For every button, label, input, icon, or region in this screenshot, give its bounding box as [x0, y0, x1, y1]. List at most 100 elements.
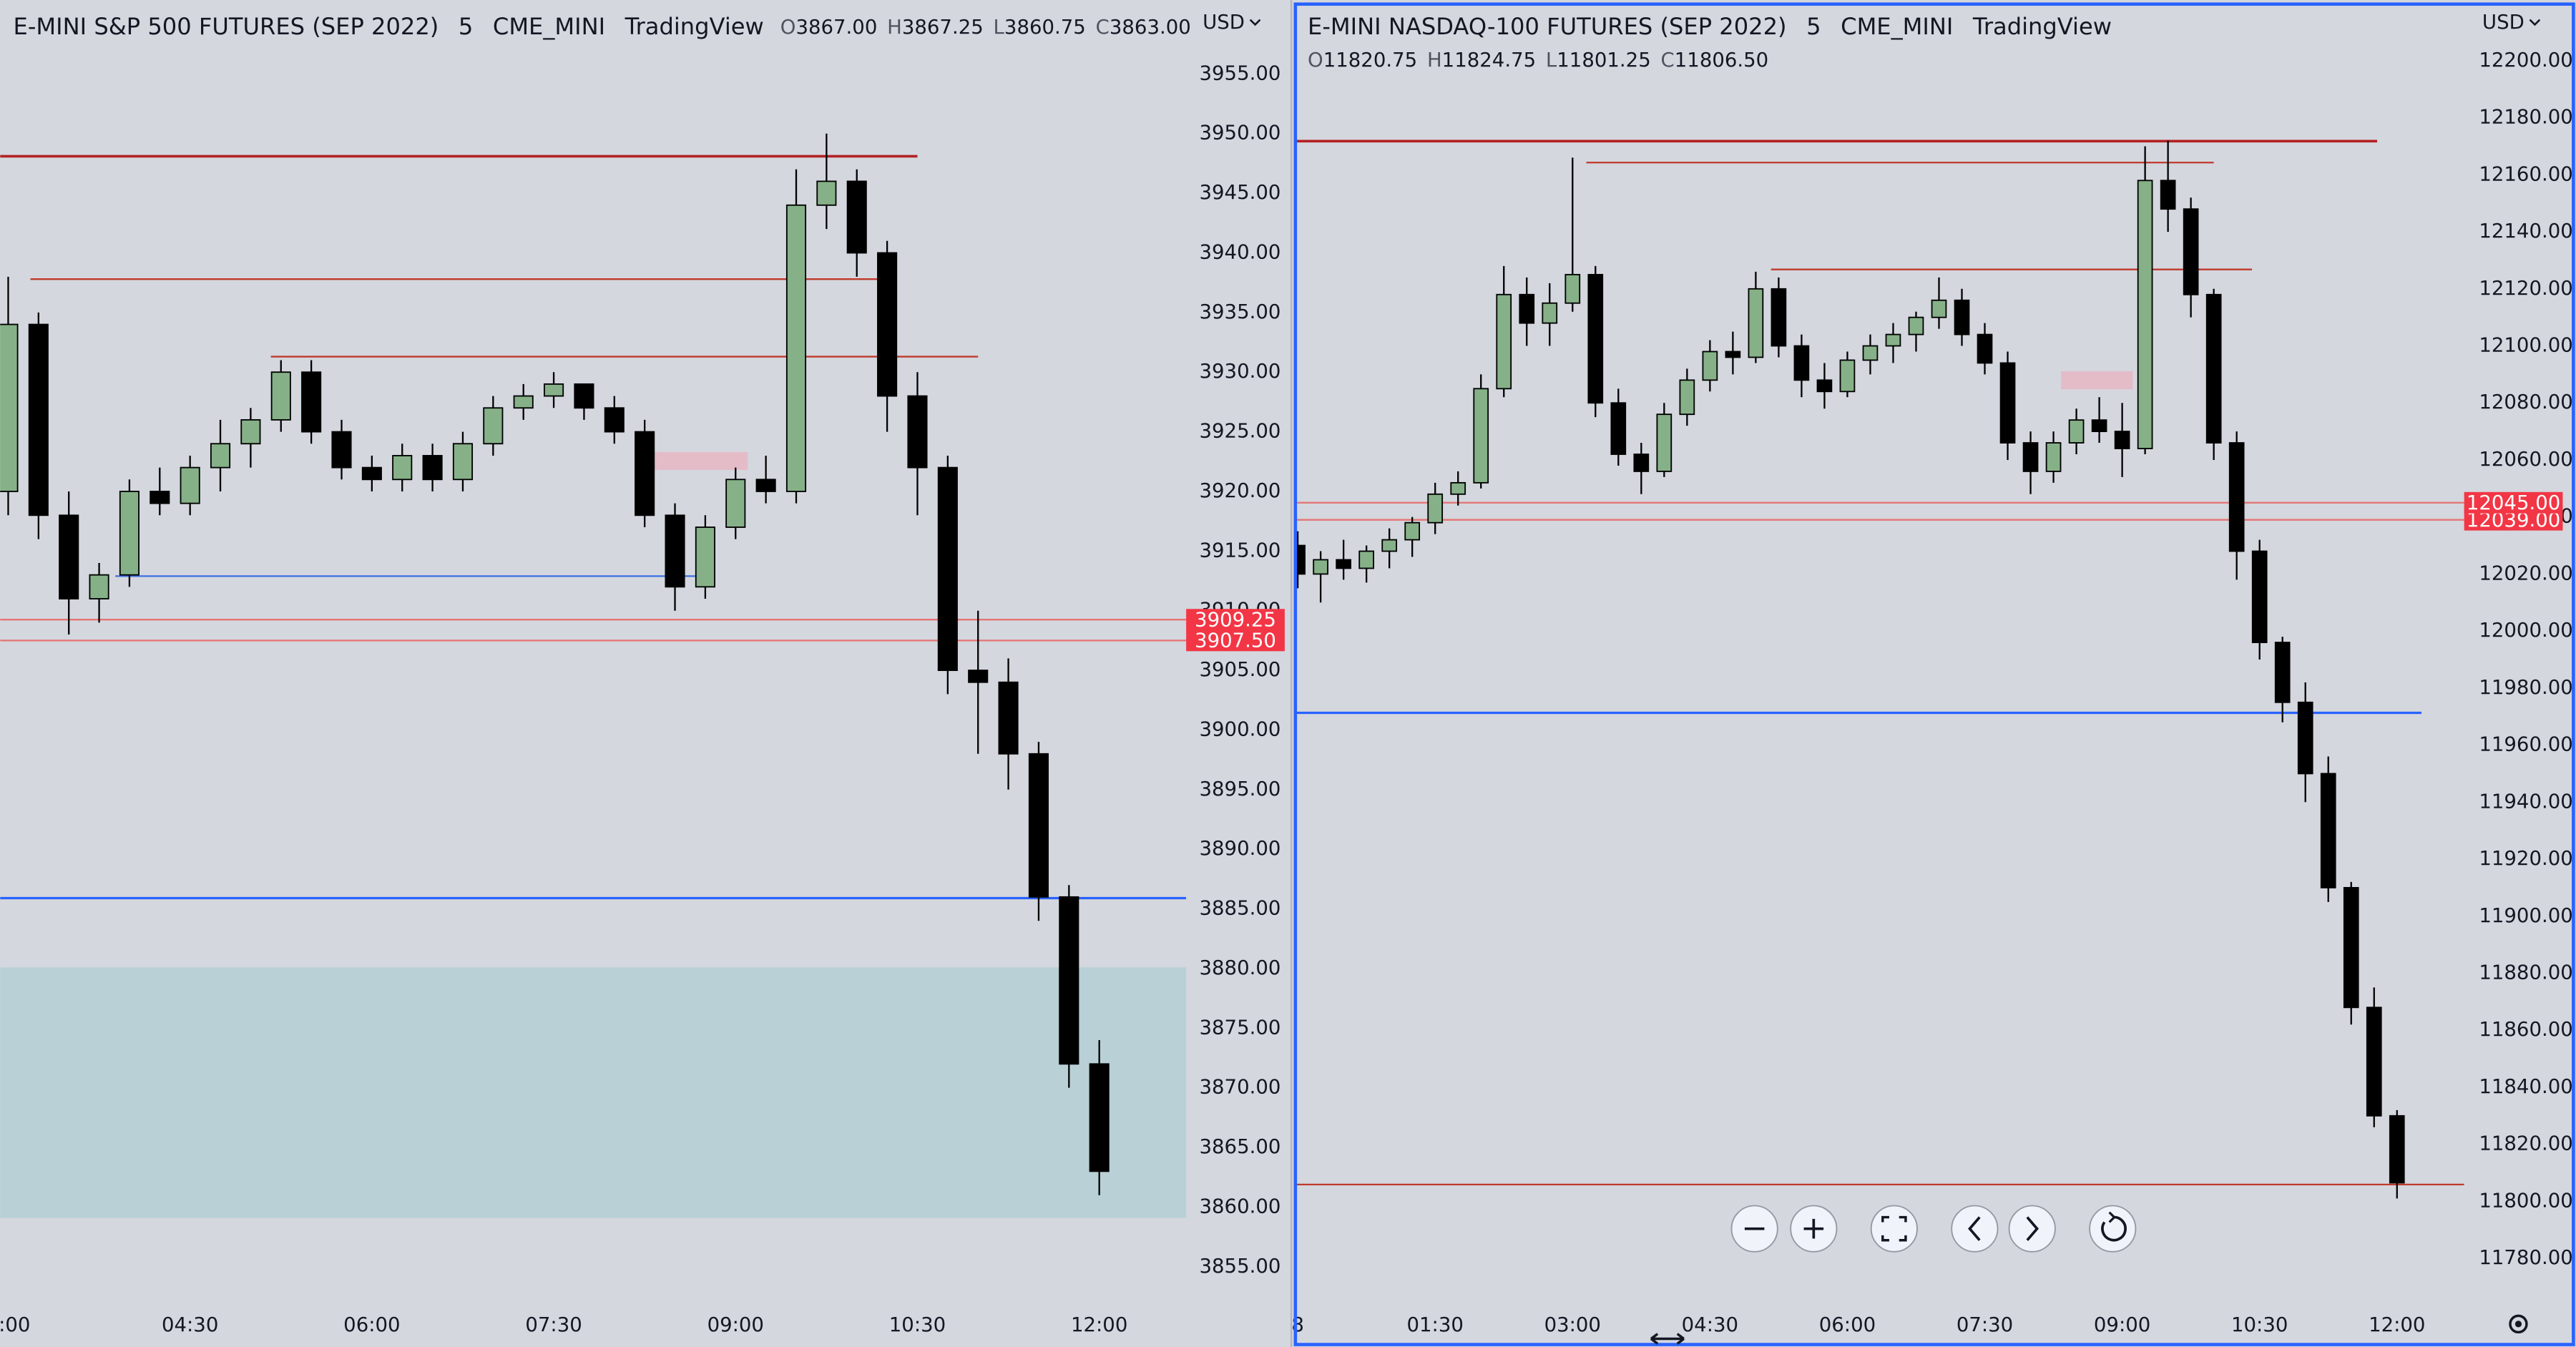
candle-body: [2205, 293, 2222, 444]
candle-body: [1358, 550, 1374, 569]
candle-body: [1496, 293, 1512, 390]
currency-label[interactable]: USD: [2482, 11, 2524, 34]
y-tick-label: 11960.00: [2479, 733, 2572, 756]
resize-handle[interactable]: [1650, 1333, 1685, 1345]
candle-body: [635, 431, 655, 516]
candle-body: [2160, 180, 2176, 210]
candle-body: [574, 383, 594, 409]
candle-body: [331, 431, 352, 469]
x-tick-label: 06:00: [343, 1313, 400, 1336]
candle-body: [1748, 288, 1764, 358]
candle-body: [1610, 402, 1627, 455]
candle-body: [1587, 273, 1604, 404]
candle-body: [89, 574, 109, 599]
x-tick-label: 03:00: [1544, 1313, 1601, 1336]
y-tick-label: 3950.00: [1199, 122, 1280, 145]
candle-body: [1381, 539, 1398, 552]
fullscreen-button[interactable]: [1870, 1205, 1918, 1253]
ohlc-key: H: [1427, 49, 1442, 72]
scroll-right-button[interactable]: [2008, 1205, 2056, 1253]
candle-body: [483, 407, 504, 445]
price-label-box: [1186, 630, 1285, 652]
y-tick-label: 11880.00: [2479, 961, 2572, 984]
x-tick-label: 01:30: [1407, 1313, 1464, 1336]
x-tick-label: 09:00: [707, 1313, 764, 1336]
y-tick-label: 3860.00: [1199, 1195, 1280, 1218]
candle-body: [452, 443, 474, 481]
candle-body: [877, 252, 898, 397]
x-tick-label: 12:00: [2369, 1313, 2425, 1336]
chart-toolbar: [1730, 1205, 2137, 1253]
candle-body: [2091, 419, 2107, 433]
currency-chevron: [1249, 19, 1261, 26]
candle-body: [2251, 550, 2268, 644]
header-title: E-MINI S&P 500 FUTURES (SEP 2022): [14, 13, 439, 40]
candle-body: [422, 455, 443, 481]
candle-body: [907, 395, 928, 469]
candle-body: [1656, 413, 1673, 472]
chart-header: E-MINI NASDAQ-100 FUTURES (SEP 2022) 5 CME…: [1308, 13, 2112, 40]
y-tick-label: 11980.00: [2479, 676, 2572, 699]
candle-body: [665, 514, 685, 588]
zoom-out-button[interactable]: [1730, 1205, 1778, 1253]
candle-body: [180, 466, 200, 504]
active-panel-border: [1293, 2, 2575, 1346]
y-tick-label: 3900.00: [1199, 717, 1280, 740]
candle-body: [1564, 273, 1581, 304]
x-tick-label: 10:30: [889, 1313, 946, 1336]
candle-body: [2183, 208, 2199, 295]
zone: [2061, 371, 2133, 390]
y-tick-label: 3865.00: [1199, 1135, 1280, 1158]
x-tick-label: 07:30: [1957, 1313, 2013, 1336]
header-title: E-MINI NASDAQ-100 FUTURES (SEP 2022): [1308, 13, 1787, 40]
candle-body: [1427, 493, 1444, 524]
x-tick-label: 12:00: [1071, 1313, 1127, 1336]
ohlc-key: O: [1308, 49, 1323, 72]
y-tick-label: 11800.00: [2479, 1189, 2572, 1212]
price-label: 12045.00: [2467, 491, 2560, 514]
candle-body: [361, 466, 382, 481]
y-tick-label: 12000.00: [2479, 619, 2572, 642]
currency-label[interactable]: USD: [1203, 11, 1245, 34]
candle-body: [695, 526, 715, 588]
candle-body: [725, 479, 746, 528]
plot-area: [0, 133, 1187, 1218]
y-tick-label: 12200.00: [2479, 49, 2572, 72]
reset-button[interactable]: [2089, 1205, 2137, 1253]
candle-body: [1679, 379, 1695, 416]
candle-body: [1542, 302, 1558, 324]
scroll-left-button[interactable]: [1951, 1205, 1999, 1253]
candle-body: [1725, 351, 1741, 358]
y-tick-label: 3955.00: [1199, 62, 1280, 84]
candle-body: [1336, 559, 1351, 569]
y-tick-label: 3930.00: [1199, 360, 1280, 383]
zoom-in-button[interactable]: [1790, 1205, 1838, 1253]
candle-body: [1793, 345, 1810, 381]
y-tick-label: 12080.00: [2479, 391, 2572, 413]
y-tick-label: 3875.00: [1199, 1016, 1280, 1039]
candle-body: [2297, 701, 2313, 775]
settings-button[interactable]: [2509, 1314, 2528, 1334]
candle-body: [1313, 559, 1328, 575]
ohlc-key: L: [994, 16, 1005, 39]
candle-body: [28, 323, 49, 516]
candle-body: [846, 180, 867, 254]
candle-body: [1702, 351, 1718, 381]
ohlc-value: 11820.75: [1323, 49, 1417, 72]
ohlc-value: 11806.50: [1675, 49, 1768, 72]
candle-body: [1450, 481, 1466, 495]
candle-body: [968, 670, 989, 683]
y-tick-label: 11940.00: [2479, 790, 2572, 813]
x-tick-label: 06:00: [1819, 1313, 1876, 1336]
x-tick-label: 04:30: [1682, 1313, 1738, 1336]
y-tick-label: 3905.00: [1199, 658, 1280, 681]
y-tick-label: 3915.00: [1199, 539, 1280, 562]
y-tick-label: 3880.00: [1199, 956, 1280, 979]
candle-body: [1404, 521, 1421, 541]
chart-header: E-MINI S&P 500 FUTURES (SEP 2022) 5 CME_MI…: [14, 13, 1191, 40]
x-tick-label: 10:30: [2231, 1313, 2288, 1336]
ohlc-value: 3863.00: [1110, 16, 1191, 39]
y-tick-label: 11840.00: [2479, 1075, 2572, 1098]
